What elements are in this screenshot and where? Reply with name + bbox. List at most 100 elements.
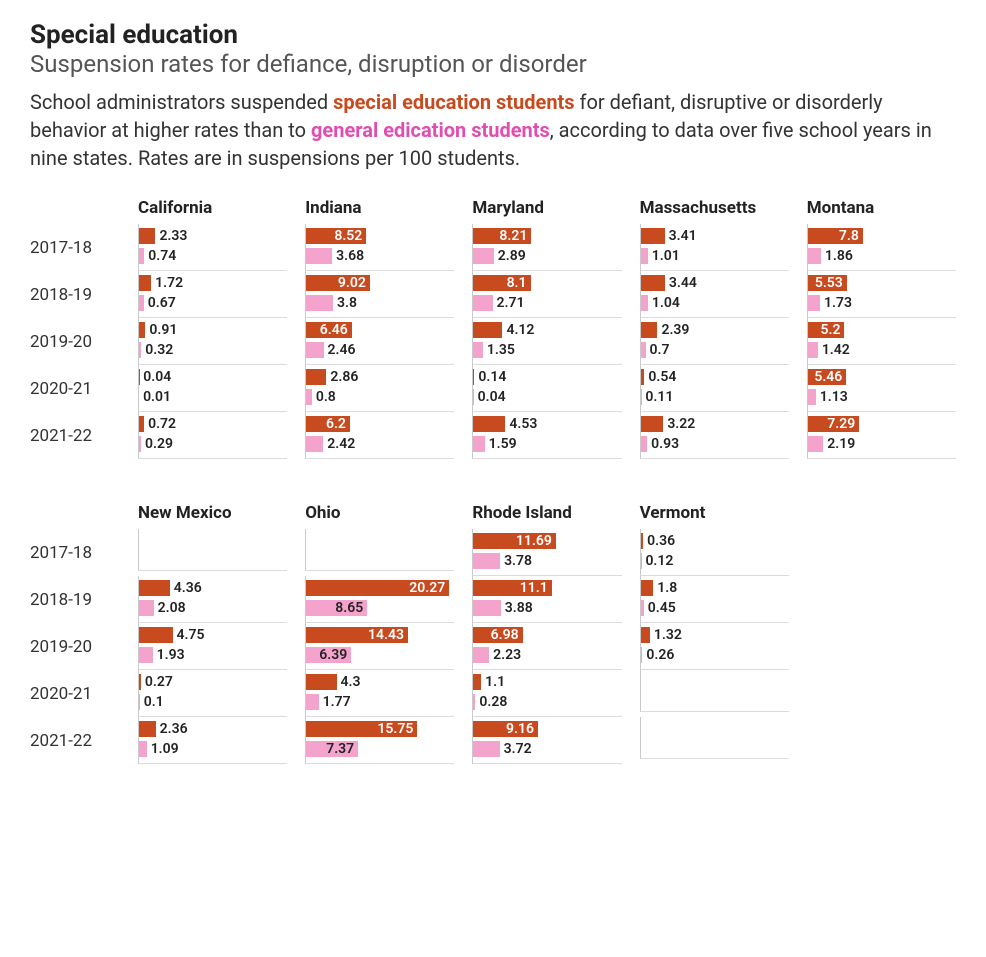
special-bar [139, 228, 155, 244]
chart-cell: 14.436.39 [305, 623, 454, 670]
general-value-label: 0.01 [143, 388, 171, 406]
general-value-label: 2.23 [493, 646, 521, 664]
bar-group: 1.13 [808, 388, 956, 406]
header-spacer [30, 198, 120, 218]
bar-group: 0.45 [641, 599, 789, 617]
special-value-label: 3.41 [669, 227, 697, 245]
bar-group: 5.2 [808, 321, 956, 339]
page-title: Special education [30, 20, 956, 50]
bar-group: 2.42 [306, 435, 454, 453]
bar-group: 0.54 [641, 368, 789, 386]
general-bar [641, 647, 643, 663]
general-value-label: 0.04 [478, 388, 506, 406]
special-value-label: 0.54 [648, 368, 676, 386]
bar-group: 0.28 [473, 693, 621, 711]
general-bar [473, 694, 475, 710]
chart-cell: 8.12.71 [472, 271, 621, 318]
general-value-label: 1.09 [151, 740, 179, 758]
chart-cell: 5.21.42 [807, 318, 956, 365]
chart-cell: 8.212.89 [472, 224, 621, 271]
year-row: 2019-204.751.9314.436.396.982.231.320.26 [30, 623, 956, 670]
general-value-label: 0.11 [645, 388, 673, 406]
chart-cell: 0.270.1 [138, 670, 287, 717]
year-row: 2019-200.910.326.462.464.121.352.390.75.… [30, 318, 956, 365]
year-label: 2019-20 [30, 332, 120, 352]
bar-group: 6.46 [306, 321, 454, 339]
bar-group: 2.19 [808, 435, 956, 453]
chart-cell: 1.720.67 [138, 271, 287, 318]
special-bar [139, 322, 145, 338]
bar-group: 3.8 [306, 294, 454, 312]
general-bar [473, 248, 493, 264]
year-label: 2020-21 [30, 379, 120, 399]
chart-cell: 4.531.59 [472, 412, 621, 459]
year-row: 2020-210.040.012.860.80.140.040.540.115.… [30, 365, 956, 412]
general-bar [641, 342, 646, 358]
bar-group: 7.37 [306, 740, 454, 758]
bar-group: 0.12 [641, 552, 789, 570]
special-value-label: 2.39 [661, 321, 689, 339]
bar-group: 20.27 [306, 579, 454, 597]
year-row: 2021-220.720.296.22.424.531.593.220.937.… [30, 412, 956, 459]
year-label: 2019-20 [30, 637, 120, 657]
state-header: Ohio [305, 503, 454, 523]
general-bar [473, 741, 499, 757]
general-value-label: 3.78 [504, 552, 532, 570]
year-label: 2018-19 [30, 285, 120, 305]
bar-group: 0.14 [473, 368, 621, 386]
bar-group: 7.29 [808, 415, 956, 433]
general-value-label: 1.73 [824, 294, 852, 312]
special-value-label: 9.02 [310, 274, 366, 292]
general-value-label: 0.1 [144, 693, 164, 711]
chart-cell: 1.80.45 [640, 576, 789, 623]
bar-group: 8.21 [473, 227, 621, 245]
special-bar [139, 721, 156, 737]
special-bar [139, 580, 170, 596]
special-bar [473, 369, 474, 385]
bar-group: 1.93 [139, 646, 287, 664]
year-row: 2017-1811.693.780.360.12 [30, 529, 956, 576]
bar-group: 3.88 [473, 599, 621, 617]
general-bar [473, 342, 483, 358]
chart-cell: 3.441.04 [640, 271, 789, 318]
general-value-label: 3.88 [505, 599, 533, 617]
general-value-label: 1.13 [820, 388, 848, 406]
general-value-label: 1.04 [652, 294, 680, 312]
special-value-label: 4.53 [509, 415, 537, 433]
general-bar [808, 389, 816, 405]
special-value-label: 3.22 [667, 415, 695, 433]
bar-group: 3.41 [641, 227, 789, 245]
special-value-label: 1.72 [155, 274, 183, 292]
state-header: Massachusetts [640, 198, 789, 218]
bar-group: 9.16 [473, 720, 621, 738]
general-value-label: 0.45 [648, 599, 676, 617]
general-bar [641, 295, 648, 311]
general-value-label: 0.7 [650, 341, 670, 359]
special-bar [641, 369, 645, 385]
year-label: 2021-22 [30, 426, 120, 446]
special-value-label: 0.04 [143, 368, 171, 386]
bar-group: 4.12 [473, 321, 621, 339]
general-value-label: 0.32 [145, 341, 173, 359]
general-value-label: 2.08 [158, 599, 186, 617]
bar-group: 6.98 [473, 626, 621, 644]
chart-cell: 15.757.37 [305, 717, 454, 764]
general-bar [139, 741, 147, 757]
general-bar [808, 248, 821, 264]
bar-group: 1.72 [139, 274, 287, 292]
special-value-label: 0.36 [647, 532, 675, 550]
general-bar [473, 436, 484, 452]
bar-group: 3.22 [641, 415, 789, 433]
general-value-label: 3.72 [504, 740, 532, 758]
general-bar [139, 600, 154, 616]
special-bar [641, 580, 654, 596]
bar-group: 8.65 [306, 599, 454, 617]
bar-group: 6.39 [306, 646, 454, 664]
bar-group: 3.68 [306, 247, 454, 265]
bar-group: 11.69 [473, 532, 621, 550]
desc-general: general edication students [311, 118, 550, 142]
bar-group: 4.3 [306, 673, 454, 691]
special-bar [641, 228, 665, 244]
bar-group: 0.04 [139, 368, 287, 386]
general-bar [306, 389, 312, 405]
